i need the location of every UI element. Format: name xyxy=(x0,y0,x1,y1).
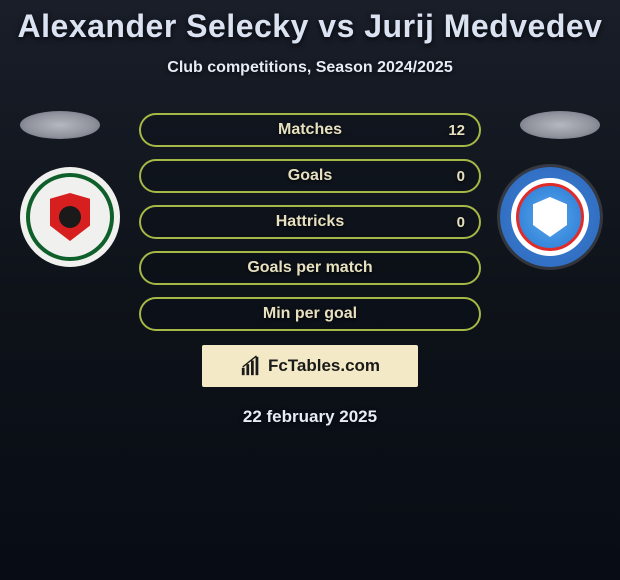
stat-row-hattricks: Hattricks 0 xyxy=(139,205,481,239)
avatar-right-placeholder xyxy=(520,111,600,139)
stat-row-matches: Matches 12 xyxy=(139,113,481,147)
comparison-area: Matches 12 Goals 0 Hattricks 0 Goals per… xyxy=(0,113,620,427)
stat-right-value: 0 xyxy=(457,168,465,185)
club-badge-right xyxy=(500,167,600,267)
brand-text: FcTables.com xyxy=(268,356,380,376)
stat-list: Matches 12 Goals 0 Hattricks 0 Goals per… xyxy=(139,113,481,331)
snapshot-date: 22 february 2025 xyxy=(0,407,620,427)
stat-row-goals-per-match: Goals per match xyxy=(139,251,481,285)
stat-label: Hattricks xyxy=(276,213,344,231)
stat-label: Goals per match xyxy=(247,259,372,277)
stat-row-goals: Goals 0 xyxy=(139,159,481,193)
bar-chart-icon xyxy=(240,355,262,377)
subtitle: Club competitions, Season 2024/2025 xyxy=(0,59,620,77)
page-title: Alexander Selecky vs Jurij Medvedev xyxy=(0,0,620,45)
stat-label: Goals xyxy=(288,167,332,185)
stat-right-value: 0 xyxy=(457,214,465,231)
club-badge-left xyxy=(20,167,120,267)
stat-row-min-per-goal: Min per goal xyxy=(139,297,481,331)
stat-label: Matches xyxy=(278,121,342,139)
stat-right-value: 12 xyxy=(448,122,465,139)
brand-logo: FcTables.com xyxy=(202,345,418,387)
stat-label: Min per goal xyxy=(263,305,357,323)
avatar-left-placeholder xyxy=(20,111,100,139)
